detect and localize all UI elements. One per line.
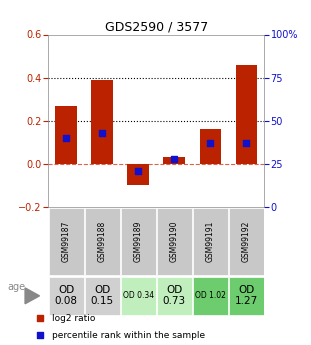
Text: GSM99189: GSM99189 (134, 221, 143, 262)
Bar (157, 277, 192, 315)
Bar (235, 65, 257, 164)
Bar (200, 129, 221, 164)
Text: OD
0.15: OD 0.15 (91, 285, 114, 306)
Bar (55, 106, 77, 164)
Bar (121, 277, 156, 315)
Point (136, 168, 141, 174)
Text: GSM99188: GSM99188 (98, 221, 107, 262)
Bar (157, 208, 192, 275)
Text: log2 ratio: log2 ratio (53, 314, 96, 323)
Text: OD
0.73: OD 0.73 (163, 285, 186, 306)
Bar (164, 157, 185, 164)
Point (64, 135, 69, 141)
Text: OD 1.02: OD 1.02 (195, 291, 226, 300)
Text: GSM99191: GSM99191 (206, 221, 215, 262)
Bar (193, 208, 228, 275)
Text: GSM99187: GSM99187 (62, 221, 71, 262)
Text: GSM99192: GSM99192 (242, 221, 251, 262)
Polygon shape (25, 288, 39, 304)
Point (244, 140, 249, 146)
Point (208, 140, 213, 146)
Text: OD
0.08: OD 0.08 (55, 285, 78, 306)
Text: OD
1.27: OD 1.27 (235, 285, 258, 306)
Point (172, 156, 177, 161)
Bar (229, 208, 264, 275)
Title: GDS2590 / 3577: GDS2590 / 3577 (105, 20, 208, 33)
Bar (49, 277, 84, 315)
Bar (91, 80, 113, 164)
Bar (229, 277, 264, 315)
Bar (128, 164, 149, 186)
Bar (85, 208, 119, 275)
Point (38, 333, 43, 338)
Text: GSM99190: GSM99190 (170, 221, 179, 262)
Bar (121, 208, 156, 275)
Text: OD 0.34: OD 0.34 (123, 291, 154, 300)
Text: age: age (7, 282, 26, 292)
Bar (85, 277, 120, 315)
Bar (49, 208, 84, 275)
Point (38, 315, 43, 321)
Text: percentile rank within the sample: percentile rank within the sample (53, 331, 206, 340)
Point (100, 130, 105, 136)
Bar (193, 277, 228, 315)
